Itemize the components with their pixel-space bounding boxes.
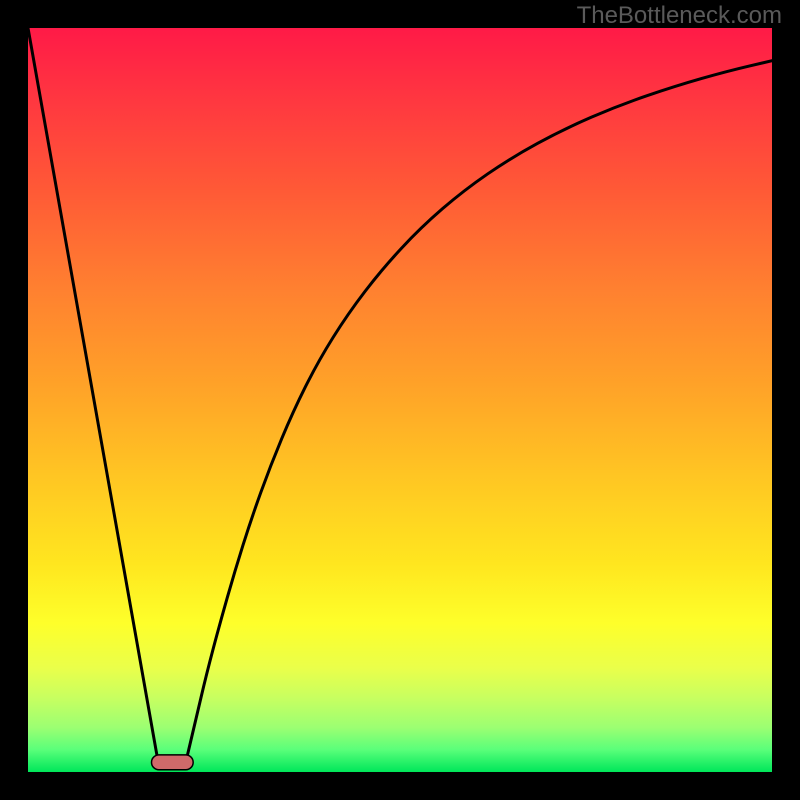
- plot-area: [28, 28, 772, 772]
- watermark-text: TheBottleneck.com: [577, 2, 782, 30]
- bottleneck-marker: [152, 755, 194, 770]
- left-v-line: [28, 28, 158, 762]
- chart-container: TheBottleneck.com: [0, 0, 800, 800]
- curve-layer: [28, 28, 772, 772]
- right-v-curve: [186, 61, 772, 763]
